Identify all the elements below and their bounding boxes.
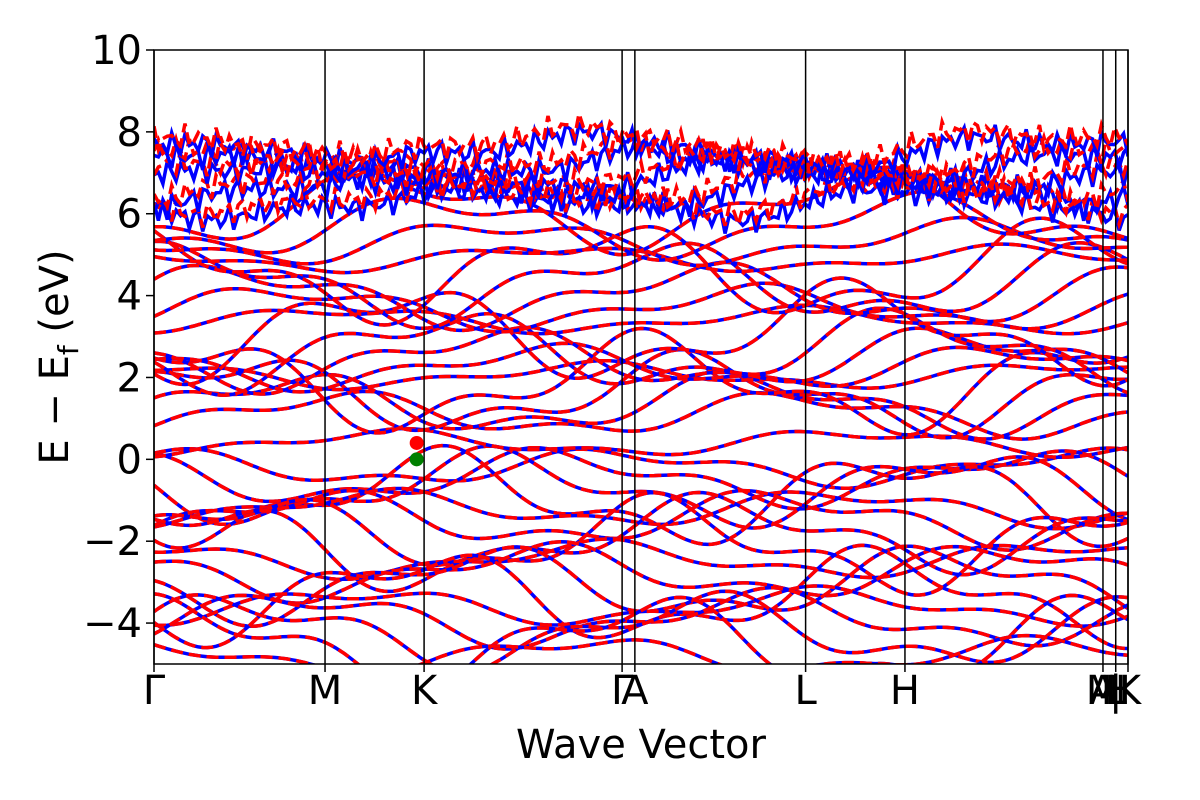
x-tick-label: A: [1089, 668, 1117, 714]
y-axis-label-main: E − E: [32, 355, 78, 465]
band-line-dashed: [154, 490, 1128, 577]
y-tick-label: −2: [83, 519, 142, 565]
y-tick-label: 10: [91, 28, 142, 74]
x-tick-label: |: [1109, 668, 1122, 714]
plot-frame: [153, 49, 1129, 665]
band-line-dashed: [154, 389, 1128, 441]
y-tick-label: 8: [117, 110, 142, 156]
band-line-dashed: [154, 303, 1128, 336]
band-edge-marker-cbm: [409, 435, 424, 450]
bands-layer: [154, 112, 1128, 664]
band-line-dashed: [154, 584, 1128, 628]
y-axis-label: E − Ef (eV): [32, 249, 85, 464]
band-line-dashed: [154, 586, 1128, 651]
band-line-dashed: [154, 341, 1128, 394]
band-line-dashed: [154, 358, 1128, 392]
band-edge-marker-vbm: [409, 452, 424, 467]
band-line-dashed: [154, 276, 1128, 388]
band-line-dashed: [154, 633, 1128, 664]
x-axis-ticks: Γ M K ΓA L H AM|HLK: [143, 664, 1143, 714]
band-line-dashed: [154, 540, 1128, 605]
x-tick-label: Γ: [611, 668, 634, 714]
x-tick-label: H: [890, 668, 920, 714]
x-tick-label: H: [1101, 668, 1131, 714]
band-line-dashed: [154, 426, 1128, 460]
y-tick-label: 4: [117, 274, 142, 320]
x-axis-label: Wave Vector: [516, 722, 767, 768]
y-axis-label-unit: (eV): [32, 249, 78, 345]
x-tick-label: A: [621, 668, 649, 714]
band-edge-markers: [409, 435, 424, 467]
band-line-dashed: [154, 544, 1128, 628]
y-tick-label: −4: [83, 601, 142, 647]
band-line-dashed: [154, 446, 1128, 491]
band-line-dashed: [154, 444, 1128, 530]
band-line-dashed: [154, 326, 1128, 437]
band-line-dashed: [154, 122, 1128, 194]
y-tick-label: 0: [117, 437, 142, 483]
band-line-solid: [154, 130, 1128, 200]
band-line-dashed: [154, 216, 1128, 327]
x-tick-label: K: [1115, 668, 1143, 714]
band-line-dashed: [154, 592, 1128, 664]
y-axis-label-sub: f: [52, 344, 85, 355]
x-tick-label: L: [1105, 668, 1128, 714]
band-line-dashed: [154, 488, 1128, 552]
band-line-dashed: [154, 306, 1128, 397]
x-tick-label: Γ: [143, 668, 166, 714]
x-tick-label: L: [794, 668, 817, 714]
y-tick-label: 2: [117, 355, 142, 401]
band-line-dashed: [154, 112, 1128, 182]
band-line-dashed: [154, 490, 1128, 597]
x-tick-label: K: [411, 668, 439, 714]
y-tick-label: 6: [117, 192, 142, 238]
band-line-dashed: [154, 589, 1128, 664]
x-tick-label: M: [1086, 668, 1121, 714]
y-axis-ticks: −4 −2 0 2 4 6 8 10: [83, 28, 154, 647]
x-tick-label: M: [308, 668, 343, 714]
band-line-dashed: [154, 443, 1128, 550]
